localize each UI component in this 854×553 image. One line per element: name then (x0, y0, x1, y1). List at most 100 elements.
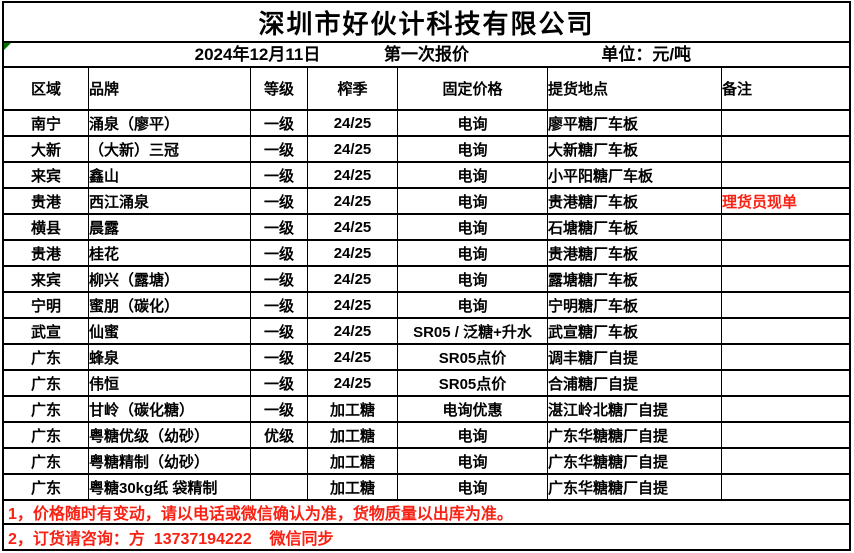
price-table: 区域 品牌 等级 榨季 固定价格 提货地点 备注 南宁 涌泉（廖平） 一级 24/25… (4, 68, 849, 501)
price-table-body: 南宁 涌泉（廖平） 一级 24/25 电询 廖平糖厂车板 大新 （大新）三冠 一级 24/25 电询… (4, 111, 849, 501)
notice-line-1: 1，价格随时有变动，请以电话或微信确认为准，货物质量以出库为准。 (4, 501, 849, 525)
cell-note (722, 267, 849, 293)
cell-season: 24/25 (308, 215, 398, 241)
cell-error-indicator-icon (4, 43, 11, 50)
cell-brand: 蜂泉 (89, 345, 251, 371)
cell-note (722, 137, 849, 163)
cell-region: 广东 (4, 397, 89, 423)
col-header-pickup: 提货地点 (548, 68, 722, 111)
cell-grade: 一级 (251, 319, 308, 345)
cell-season: 24/25 (308, 267, 398, 293)
cell-grade: 优级 (251, 423, 308, 449)
cell-region: 大新 (4, 137, 89, 163)
cell-region: 来宾 (4, 267, 89, 293)
table-row: 广东 蜂泉 一级 24/25 SR05点价 调丰糖厂自提 (4, 345, 849, 371)
cell-pickup: 武宣糖厂车板 (548, 319, 722, 345)
cell-season: 加工糖 (308, 423, 398, 449)
cell-note (722, 423, 849, 449)
cell-region: 广东 (4, 345, 89, 371)
table-row: 宁明 蜜朋（碳化） 一级 24/25 电询 宁明糖厂车板 (4, 293, 849, 319)
table-row: 横县 晨露 一级 24/25 电询 石塘糖厂车板 (4, 215, 849, 241)
cell-pickup: 湛江岭北糖厂自提 (548, 397, 722, 423)
col-header-price: 固定价格 (398, 68, 548, 111)
cell-region: 南宁 (4, 111, 89, 137)
table-row: 贵港 西江涌泉 一级 24/25 电询 贵港糖厂车板 理货员现单 (4, 189, 849, 215)
col-header-note: 备注 (722, 68, 849, 111)
cell-grade: 一级 (251, 137, 308, 163)
cell-note (722, 371, 849, 397)
cell-region: 广东 (4, 423, 89, 449)
cell-pickup: 贵港糖厂车板 (548, 189, 722, 215)
cell-season: 24/25 (308, 371, 398, 397)
cell-note (722, 241, 849, 267)
cell-pickup: 石塘糖厂车板 (548, 215, 722, 241)
cell-note (722, 397, 849, 423)
cell-season: 24/25 (308, 163, 398, 189)
cell-brand: 柳兴（露塘） (89, 267, 251, 293)
cell-price: 电询 (398, 267, 548, 293)
cell-grade: 一级 (251, 111, 308, 137)
cell-pickup: 露塘糖厂车板 (548, 267, 722, 293)
cell-pickup: 调丰糖厂自提 (548, 345, 722, 371)
header-row: 区域 品牌 等级 榨季 固定价格 提货地点 备注 (4, 68, 849, 111)
quote-date: 2024年12月11日 (194, 45, 321, 64)
cell-region: 贵港 (4, 241, 89, 267)
cell-brand: 伟恒 (89, 371, 251, 397)
col-header-region: 区域 (4, 68, 89, 111)
cell-note (722, 319, 849, 345)
cell-season: 24/25 (308, 137, 398, 163)
cell-pickup: 宁明糖厂车板 (548, 293, 722, 319)
subheader-row: 2024年12月11日 第一次报价 单位：元/吨 (4, 43, 849, 68)
notice-line-2: 2，订货请咨询：方 13737194222 微信同步 (8, 531, 334, 548)
cell-grade: 一级 (251, 241, 308, 267)
table-row: 广东 甘岭（碳化糖） 一级 加工糖 电询优惠 湛江岭北糖厂自提 (4, 397, 849, 423)
cell-season: 24/25 (308, 293, 398, 319)
cell-note (722, 293, 849, 319)
cell-price: 电询优惠 (398, 397, 548, 423)
cell-price: 电询 (398, 475, 548, 501)
table-row: 大新 （大新）三冠 一级 24/25 电询 大新糖厂车板 (4, 137, 849, 163)
cell-region: 宁明 (4, 293, 89, 319)
cell-price: 电询 (398, 215, 548, 241)
cell-season: 加工糖 (308, 449, 398, 475)
cell-grade: 一级 (251, 371, 308, 397)
table-row: 贵港 桂花 一级 24/25 电询 贵港糖厂车板 (4, 241, 849, 267)
col-header-grade: 等级 (251, 68, 308, 111)
cell-price: 电询 (398, 137, 548, 163)
cell-pickup: 广东华糖糖厂自提 (548, 423, 722, 449)
cell-note (722, 215, 849, 241)
cell-grade: 一级 (251, 189, 308, 215)
cell-price: SR05点价 (398, 371, 548, 397)
cell-price: 电询 (398, 423, 548, 449)
cell-brand: 蜜朋（碳化） (89, 293, 251, 319)
cell-brand: 仙蜜 (89, 319, 251, 345)
cell-brand: 西江涌泉 (89, 189, 251, 215)
cell-grade: 一级 (251, 215, 308, 241)
cell-price: 电询 (398, 293, 548, 319)
table-row: 广东 粤糖30kg纸 袋精制 加工糖 电询 广东华糖糖厂自提 (4, 475, 849, 501)
col-header-brand: 品牌 (89, 68, 251, 111)
quote-round: 第一次报价 (384, 45, 469, 64)
cell-region: 广东 (4, 449, 89, 475)
col-header-season: 榨季 (308, 68, 398, 111)
cell-price: 电询 (398, 241, 548, 267)
table-row: 来宾 鑫山 一级 24/25 电询 小平阳糖厂车板 (4, 163, 849, 189)
cell-season: 24/25 (308, 319, 398, 345)
cell-grade (251, 449, 308, 475)
cell-pickup: 廖平糖厂车板 (548, 111, 722, 137)
cell-season: 24/25 (308, 189, 398, 215)
cell-price: 电询 (398, 163, 548, 189)
cell-brand: 晨露 (89, 215, 251, 241)
cell-season: 24/25 (308, 345, 398, 371)
cell-pickup: 小平阳糖厂车板 (548, 163, 722, 189)
cell-pickup: 广东华糖糖厂自提 (548, 475, 722, 501)
cell-brand: 粤糖精制（幼砂） (89, 449, 251, 475)
cell-region: 来宾 (4, 163, 89, 189)
cell-price: 电询 (398, 111, 548, 137)
table-row: 广东 伟恒 一级 24/25 SR05点价 合浦糖厂自提 (4, 371, 849, 397)
cell-season: 24/25 (308, 111, 398, 137)
cell-region: 武宣 (4, 319, 89, 345)
cell-season: 加工糖 (308, 475, 398, 501)
cell-note: 理货员现单 (722, 189, 849, 215)
